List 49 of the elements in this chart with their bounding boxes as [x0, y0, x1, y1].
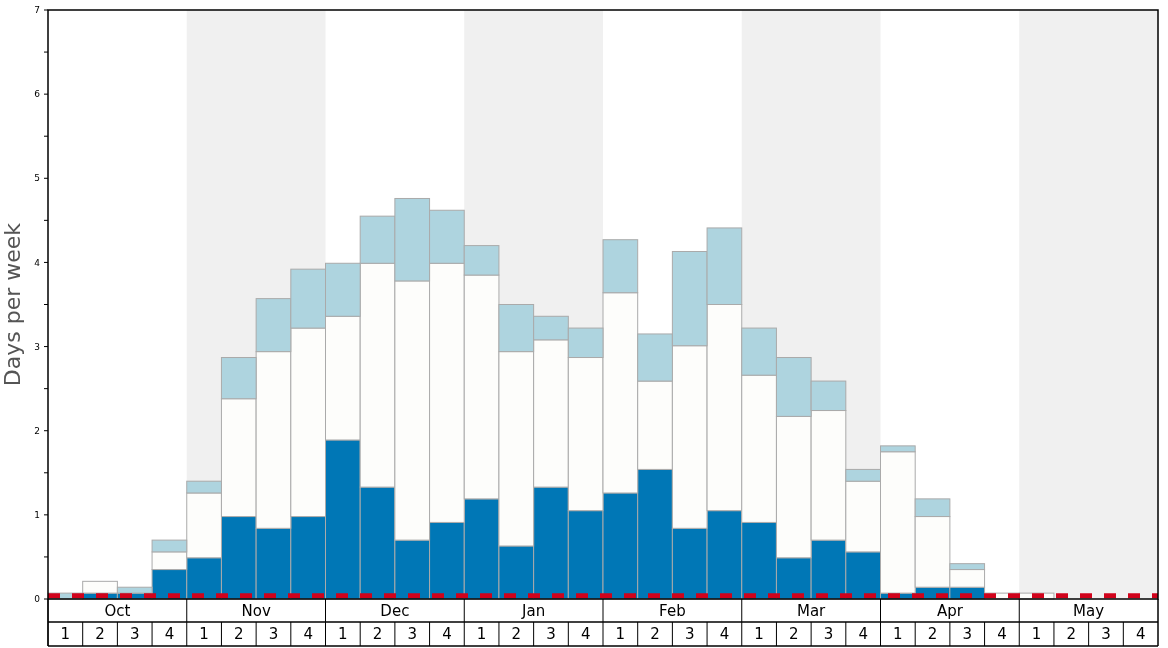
x-tick-label: 4	[580, 625, 591, 644]
y-tick-label: 1	[34, 510, 40, 521]
y-tick-label: 2	[34, 425, 40, 436]
text: Apr	[936, 601, 964, 620]
y-tick-label: 0	[34, 594, 41, 605]
x-tick-label: 2	[927, 625, 938, 644]
x-tick-label: 3	[407, 625, 417, 644]
x-tick-label: 2	[511, 625, 522, 644]
x-tick-label: 4	[997, 625, 1007, 644]
x-tick-label: 2	[372, 625, 383, 644]
x-tick-label: 2	[1066, 625, 1077, 644]
text: Jan	[521, 601, 546, 620]
text: Dec	[380, 601, 410, 620]
x-tick-label: 3	[684, 625, 695, 644]
x-tick-label: 3	[823, 625, 834, 644]
x-tick-label: 1	[60, 625, 71, 644]
x-tick-label: 3	[546, 625, 556, 644]
x-tick-label: 4	[442, 625, 452, 644]
y-tick-label: 3	[34, 341, 40, 352]
text: Oct	[104, 601, 131, 620]
x-tick-label: 3	[129, 625, 140, 644]
x-tick-label: 1	[615, 625, 626, 644]
y-axis-title: Days per week	[0, 222, 25, 387]
y-tick-label: 7	[34, 5, 40, 16]
x-tick-label: 1	[199, 625, 209, 644]
x-tick-label: 4	[719, 625, 730, 644]
x-tick-label: 1	[338, 625, 348, 644]
x-tick-label: 1	[1031, 625, 1042, 644]
x-tick-label: 1	[754, 625, 764, 644]
x-tick-label: 3	[268, 625, 279, 644]
x-tick-label: 4	[1135, 625, 1146, 644]
text: Mar	[796, 601, 827, 620]
x-tick-label: 2	[650, 625, 660, 644]
y-tick-label: 4	[34, 257, 41, 268]
x-tick-label: 2	[95, 625, 105, 644]
x-tick-label: 4	[303, 625, 313, 644]
x-tick-label: 4	[858, 625, 868, 644]
x-tick-label: 1	[476, 625, 487, 644]
text: May	[1073, 601, 1105, 620]
x-tick-label: 1	[893, 625, 903, 644]
text: Feb	[659, 601, 686, 620]
x-tick-label: 4	[164, 625, 175, 644]
y-tick-label: 6	[34, 89, 41, 100]
x-tick-label: 3	[962, 625, 972, 644]
x-tick-label: 2	[789, 625, 799, 644]
text: Nov	[241, 601, 271, 620]
x-tick-label: 3	[1101, 625, 1111, 644]
y-tick-label: 5	[34, 173, 40, 184]
x-tick-label: 2	[234, 625, 244, 644]
